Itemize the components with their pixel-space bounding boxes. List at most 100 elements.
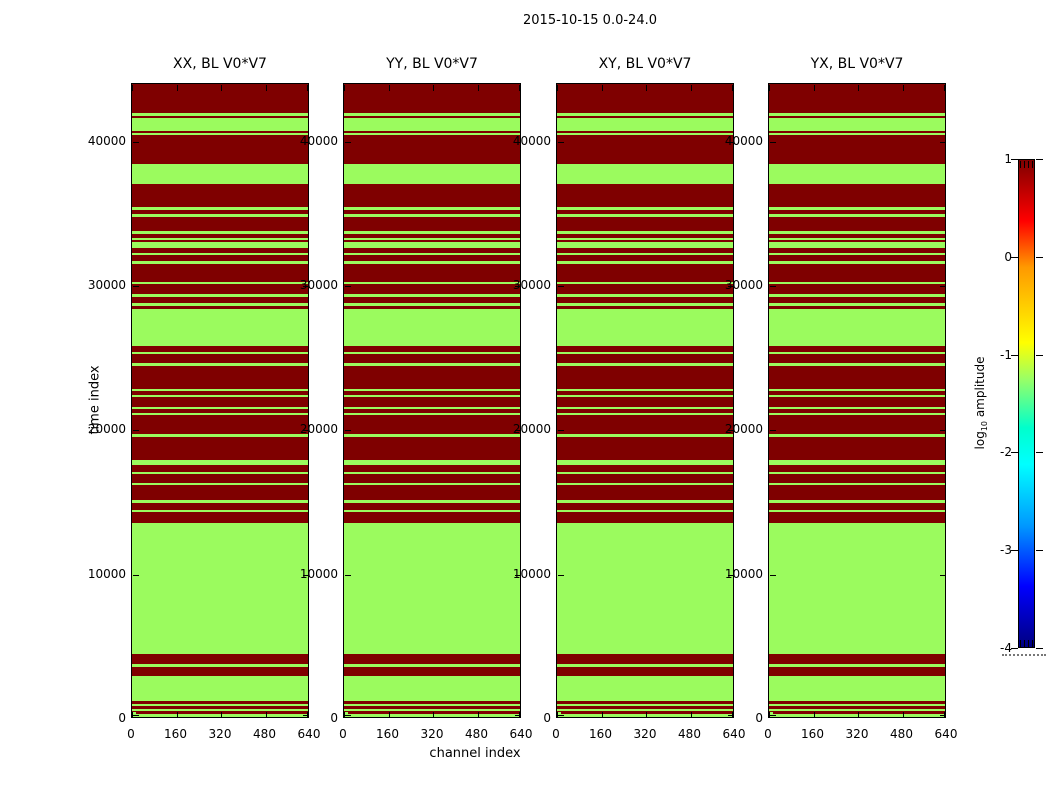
low-amplitude-band: [557, 713, 733, 717]
corner-patch: [344, 712, 348, 717]
low-amplitude-band: [557, 471, 733, 475]
low-amplitude-band: [344, 395, 520, 398]
colorbar-tick-mark: [1011, 159, 1018, 160]
low-amplitude-band: [132, 676, 308, 701]
low-amplitude-band: [132, 237, 308, 241]
y-tick-mark: [515, 286, 520, 287]
x-tick-mark: [813, 712, 815, 717]
x-tick-mark: [344, 712, 345, 717]
low-amplitude-band: [132, 713, 308, 717]
x-tick-label: 480: [465, 727, 488, 741]
low-amplitude-band: [344, 406, 520, 409]
y-tick-mark: [133, 574, 139, 576]
colorbar-label-suffix: amplitude: [972, 356, 987, 421]
x-tick-mark: [307, 85, 308, 91]
x-tick-mark: [132, 85, 133, 91]
low-amplitude-band: [132, 500, 308, 503]
low-amplitude-band: [769, 260, 945, 264]
low-amplitude-band: [344, 294, 520, 297]
x-tick-mark: [732, 85, 733, 91]
colorbar-tick-label: -1: [1000, 347, 1012, 362]
low-amplitude-band: [769, 509, 945, 513]
low-amplitude-band: [344, 260, 520, 264]
low-amplitude-band: [557, 664, 733, 667]
x-tick-mark: [307, 712, 308, 717]
low-amplitude-band: [132, 133, 308, 136]
y-tick-mark: [728, 430, 733, 432]
y-tick-mark: [558, 141, 564, 143]
y-tick-mark: [770, 574, 776, 576]
x-tick-label: 320: [208, 727, 232, 741]
low-amplitude-band: [344, 412, 520, 416]
x-tick-label: 160: [164, 727, 187, 741]
x-tick-mark: [519, 712, 520, 717]
low-amplitude-band: [557, 482, 733, 486]
low-amplitude-band: [132, 164, 308, 185]
low-amplitude-band: [344, 308, 520, 346]
x-tick-label: 640: [934, 727, 958, 741]
low-amplitude-band: [344, 352, 520, 354]
low-amplitude-band: [132, 352, 308, 354]
low-amplitude-band: [132, 482, 308, 486]
low-amplitude-band: [769, 395, 945, 398]
y-tick-mark: [770, 715, 776, 716]
low-amplitude-band: [557, 352, 733, 354]
low-amplitude-band: [132, 231, 308, 234]
low-amplitude-band: [769, 303, 945, 306]
x-tick-mark: [769, 712, 770, 717]
low-amplitude-band: [344, 214, 520, 217]
low-amplitude-band: [132, 117, 308, 131]
low-amplitude-band: [132, 395, 308, 398]
y-tick-mark: [133, 715, 139, 716]
y-tick-mark: [133, 430, 139, 432]
x-tick-mark: [601, 712, 603, 717]
colorbar-tick-label: 0: [1004, 249, 1012, 264]
low-amplitude-band: [132, 242, 308, 248]
colorbar-tick-mark: [1011, 550, 1018, 552]
x-tick-mark: [265, 712, 267, 717]
low-amplitude-band: [557, 117, 733, 131]
low-amplitude-band: [557, 395, 733, 398]
low-amplitude-band: [132, 522, 308, 655]
y-tick-mark: [728, 286, 733, 287]
low-amplitude-band: [132, 303, 308, 306]
low-amplitude-band: [557, 252, 733, 256]
colorbar-top-hatch: [1020, 161, 1033, 168]
low-amplitude-band: [769, 412, 945, 416]
low-amplitude-band: [769, 133, 945, 136]
low-amplitude-band: [132, 363, 308, 366]
x-tick-label: 480: [253, 727, 276, 741]
x-tick-label: 160: [801, 727, 824, 741]
y-tick-label: 10000: [512, 566, 551, 581]
low-amplitude-band: [769, 664, 945, 667]
colorbar-tick-label: -4: [1000, 641, 1012, 655]
low-amplitude-band: [557, 303, 733, 306]
panel-title-xx: XX, BL V0*V7: [173, 56, 267, 72]
low-amplitude-band: [557, 237, 733, 241]
y-tick-mark: [770, 286, 776, 287]
y-tick-mark: [345, 430, 351, 432]
y-tick-label: 30000: [87, 278, 126, 292]
low-amplitude-band: [344, 388, 520, 391]
corner-patch: [557, 712, 561, 717]
low-amplitude-band: [132, 281, 308, 285]
x-tick-mark: [769, 85, 770, 91]
y-tick-mark: [515, 574, 520, 576]
y-tick-label: 30000: [512, 278, 551, 292]
y-tick-mark: [303, 574, 308, 576]
x-tick-label: 160: [376, 727, 399, 741]
low-amplitude-band: [344, 709, 520, 711]
low-amplitude-band: [132, 704, 308, 706]
low-amplitude-band: [769, 206, 945, 210]
y-tick-mark: [558, 286, 564, 287]
colorbar-tick-mark: [1011, 648, 1018, 649]
y-tick-label: 20000: [512, 422, 551, 437]
low-amplitude-band: [557, 164, 733, 185]
y-tick-label: 0: [118, 711, 126, 725]
x-tick-mark: [344, 85, 345, 91]
low-amplitude-band: [769, 482, 945, 486]
x-tick-mark: [132, 712, 133, 717]
low-amplitude-band: [132, 113, 308, 116]
x-tick-label: 0: [339, 727, 347, 741]
low-amplitude-band: [557, 522, 733, 655]
